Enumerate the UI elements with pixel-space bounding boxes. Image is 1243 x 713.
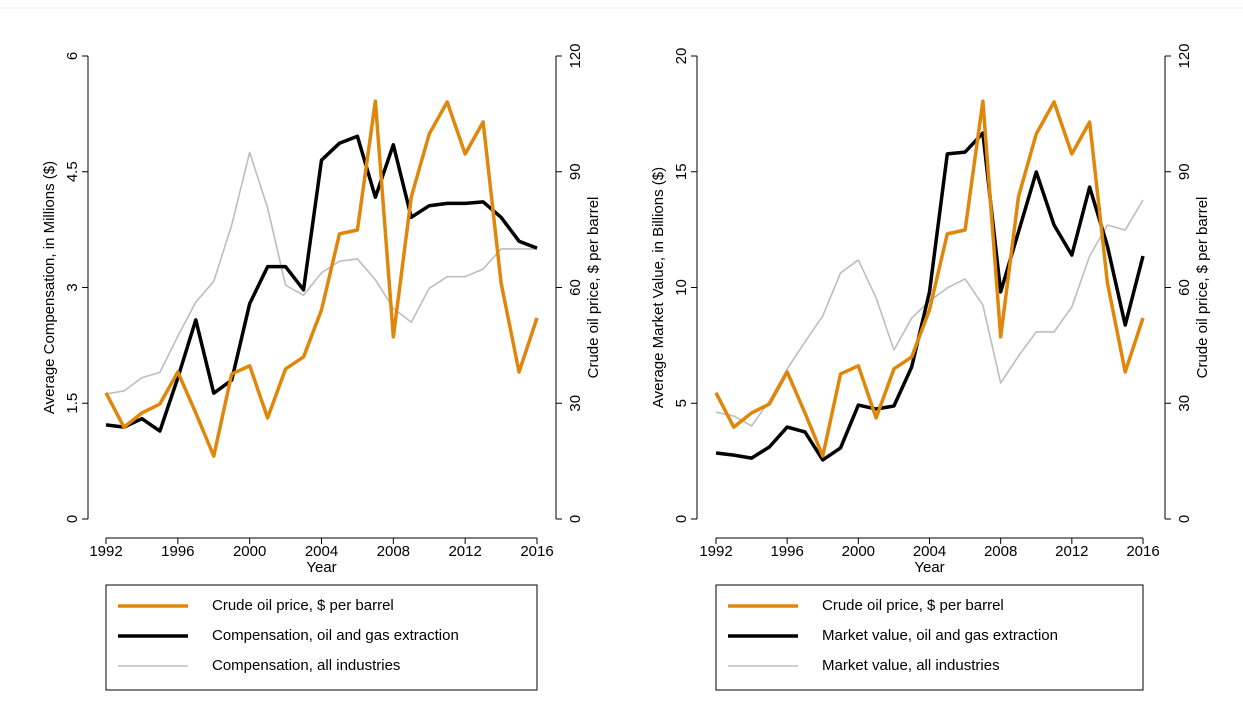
x-tick-label: 2008 (377, 543, 410, 560)
y2-tick-label: 120 (1176, 43, 1193, 68)
y-tick-label: 0 (673, 515, 690, 523)
y-tick-label: 15 (673, 163, 690, 180)
x-tick-label: 2012 (448, 543, 481, 560)
y2-tick-label: 30 (1176, 395, 1193, 412)
series-line (714, 99, 1145, 458)
y-tick-label: 0 (64, 515, 81, 523)
y-tick-label: 4.5 (64, 161, 81, 182)
y-tick-label: 3 (64, 283, 81, 291)
y2-tick-label: 60 (1176, 279, 1193, 296)
y2-tick-label: 0 (1176, 515, 1193, 523)
series-line (105, 134, 538, 433)
y2-axis-title: Crude oil price, $ per barrel (1194, 197, 1211, 379)
y2-tick-label: 120 (567, 43, 584, 68)
legend-label: Market value, oil and gas extraction (822, 627, 1058, 644)
y-tick-label: 6 (64, 52, 81, 60)
legend-label: Compensation, all industries (212, 657, 400, 674)
x-tick-label: 2016 (1126, 543, 1159, 560)
y-axis-title: Average Compensation, in Millions ($) (41, 161, 58, 414)
series-line (105, 151, 537, 395)
y2-tick-label: 90 (1176, 163, 1193, 180)
x-tick-label: 2016 (520, 543, 553, 560)
x-tick-label: 2004 (305, 543, 338, 560)
y-tick-label: 5 (673, 399, 690, 407)
x-axis-title: Year (914, 559, 944, 576)
x-tick-label: 2000 (233, 543, 266, 560)
legend-label: Crude oil price, $ per barrel (212, 597, 394, 614)
legend-label: Compensation, oil and gas extraction (212, 627, 459, 644)
y-tick-label: 20 (673, 48, 690, 65)
y-tick-label: 1.5 (64, 393, 81, 414)
x-axis-title: Year (306, 559, 336, 576)
y2-tick-label: 0 (567, 515, 584, 523)
x-tick-label: 2012 (1055, 543, 1088, 560)
x-tick-label: 1996 (770, 543, 803, 560)
x-tick-label: 2000 (842, 543, 875, 560)
series-line (715, 199, 1144, 427)
legend-label: Crude oil price, $ per barrel (822, 597, 1004, 614)
y2-axis-title: Crude oil price, $ per barrel (585, 197, 602, 379)
x-tick-label: 2008 (984, 543, 1017, 560)
x-tick-label: 1996 (161, 543, 194, 560)
x-tick-label: 1992 (699, 543, 732, 560)
legend-label: Market value, all industries (822, 657, 1000, 674)
y-axis-title: Average Market Value, in Billions ($) (650, 167, 667, 408)
x-tick-label: 2004 (913, 543, 946, 560)
x-tick-label: 1992 (89, 543, 122, 560)
y2-tick-label: 60 (567, 279, 584, 296)
series-line (715, 131, 1145, 462)
series-line (104, 99, 539, 458)
y2-tick-label: 90 (567, 163, 584, 180)
y2-tick-label: 30 (567, 395, 584, 412)
y-tick-label: 10 (673, 279, 690, 296)
